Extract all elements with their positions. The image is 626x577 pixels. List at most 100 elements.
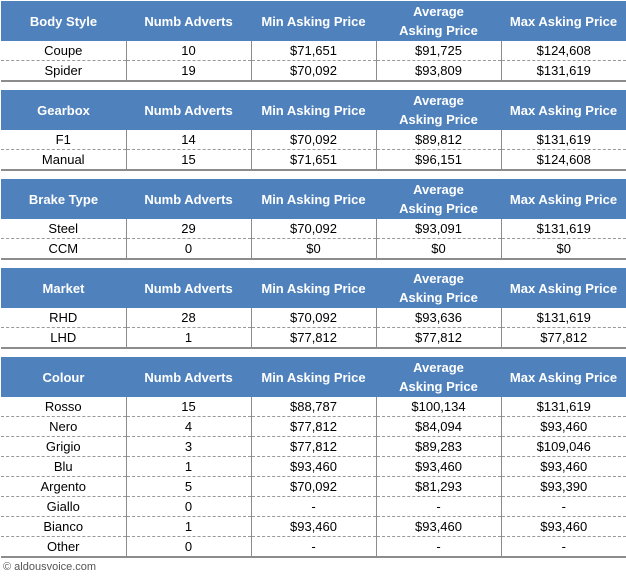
table-cell: $93,460 (500, 456, 626, 477)
table-cell: - (500, 536, 626, 558)
header-cell: Average Asking Price (376, 1, 501, 41)
table-cell: $77,812 (250, 436, 377, 457)
header-cell: Average Asking Price (376, 357, 501, 397)
table-cell: $81,293 (375, 476, 502, 497)
table-cell: Grigio (1, 436, 127, 457)
table-cell: - (500, 496, 626, 517)
header-cell: Body Style (1, 1, 126, 41)
table-row: LHD 1 $77,812 $77,812 $77,812 (1, 327, 626, 349)
table-cell: $109,046 (500, 436, 626, 457)
table-cell: 15 (125, 397, 252, 417)
table-cell: 0 (125, 238, 252, 260)
table-cell: - (250, 536, 377, 558)
table-cell: Giallo (1, 496, 127, 517)
header-cell: Min Asking Price (251, 357, 376, 397)
header-cell: Gearbox (1, 90, 126, 130)
table-cell: 4 (125, 416, 252, 437)
header-cell: Numb Adverts (126, 179, 251, 219)
table-row: Giallo 0- - - (1, 496, 626, 517)
table-cell: - (250, 496, 377, 517)
table-cell: RHD (1, 308, 127, 328)
header-cell: Max Asking Price (501, 357, 626, 397)
table-row: CCM 0 $0 $0 $0 (1, 238, 626, 260)
table-cell: $131,619 (500, 397, 626, 417)
table-cell: $0 (500, 238, 626, 260)
table-cell: $70,092 (250, 308, 377, 328)
table-cell: Other (1, 536, 127, 558)
table-cell: 28 (125, 308, 252, 328)
table-cell: $89,283 (375, 436, 502, 457)
table-cell: $70,092 (250, 476, 377, 497)
table-market: Market Numb Adverts Min Asking Price Averag… (1, 268, 626, 349)
table-cell: Nero (1, 416, 127, 437)
table-cell: Spider (1, 60, 127, 82)
table-cell: $93,390 (500, 476, 626, 497)
header-cell: Min Asking Price (251, 1, 376, 41)
header-row: Gearbox Numb Adverts Min Asking Price Avera… (1, 90, 626, 130)
table-cell: Blu (1, 456, 127, 477)
table-body-style: Body Style Numb Adverts Min Asking Price Av… (1, 1, 626, 82)
table-cell: - (375, 536, 502, 558)
header-cell: Max Asking Price (501, 90, 626, 130)
table-cell: 0 (125, 536, 252, 558)
header-cell: Max Asking Price (501, 179, 626, 219)
table-row: Coupe 10 $71,651 $91,725 $124,608 (1, 41, 626, 61)
header-row: Colour Numb Adverts Min Asking Price Averag… (1, 357, 626, 397)
header-cell: Average Asking Price (376, 179, 501, 219)
table-cell: Coupe (1, 41, 127, 61)
table-cell: 15 (125, 149, 252, 171)
header-cell: Max Asking Price (501, 268, 626, 308)
table-cell: $131,619 (500, 219, 626, 239)
table-cell: $0 (250, 238, 377, 260)
table-cell: Manual (1, 149, 127, 171)
table-cell: $89,812 (375, 130, 502, 150)
header-row: Brake Type Numb Adverts Min Asking Price Av… (1, 179, 626, 219)
table-row: Other 0- - - (1, 536, 626, 558)
header-row: Body Style Numb Adverts Min Asking Price Av… (1, 1, 626, 41)
header-cell: Numb Adverts (126, 268, 251, 308)
table-cell: $93,460 (375, 516, 502, 537)
header-cell: Numb Adverts (126, 90, 251, 130)
table-row: Rosso 15 $88,787 $100,134 $131,619 (1, 397, 626, 417)
table-cell: $71,651 (250, 41, 377, 61)
table-cell: 19 (125, 60, 252, 82)
table-cell: $70,092 (250, 60, 377, 82)
table-cell: 0 (125, 496, 252, 517)
table-row: Steel 29 $70,092 $93,091 $131,619 (1, 219, 626, 239)
table-cell: $93,460 (500, 416, 626, 437)
table-cell: $131,619 (500, 308, 626, 328)
table-cell: Steel (1, 219, 127, 239)
header-cell: Min Asking Price (251, 90, 376, 130)
header-cell: Colour (1, 357, 126, 397)
table-cell: $93,809 (375, 60, 502, 82)
table-brake-type: Brake Type Numb Adverts Min Asking Price Av… (1, 179, 626, 260)
table-cell: 29 (125, 219, 252, 239)
table-cell: $88,787 (250, 397, 377, 417)
table-cell: Rosso (1, 397, 127, 417)
table-cell: $93,460 (250, 516, 377, 537)
table-cell: $93,091 (375, 219, 502, 239)
header-cell: Max Asking Price (501, 1, 626, 41)
header-cell: Min Asking Price (251, 268, 376, 308)
header-cell: Min Asking Price (251, 179, 376, 219)
table-cell: $77,812 (250, 416, 377, 437)
table-cell: $93,460 (375, 456, 502, 477)
table-cell: Bianco (1, 516, 127, 537)
table-row: Spider 19 $70,092 $93,809 $131,619 (1, 60, 626, 82)
table-row: Argento 5 $70,092 $81,293 $93,390 (1, 476, 626, 497)
table-cell: $93,636 (375, 308, 502, 328)
table-cell: $0 (375, 238, 502, 260)
table-cell: $96,151 (375, 149, 502, 171)
table-row: RHD 28 $70,092 $93,636 $131,619 (1, 308, 626, 328)
table-cell: $77,812 (500, 327, 626, 349)
table-row: Manual 15 $71,651 $96,151 $124,608 (1, 149, 626, 171)
header-cell: Market (1, 268, 126, 308)
header-cell: Brake Type (1, 179, 126, 219)
table-cell: $91,725 (375, 41, 502, 61)
table-cell: Argento (1, 476, 127, 497)
table-cell: F1 (1, 130, 127, 150)
table-row: Nero 4 $77,812 $84,094 $93,460 (1, 416, 626, 437)
copyright-footer: © aldousvoice.com (3, 561, 97, 573)
table-cell: $131,619 (500, 60, 626, 82)
table-cell: 1 (125, 327, 252, 349)
